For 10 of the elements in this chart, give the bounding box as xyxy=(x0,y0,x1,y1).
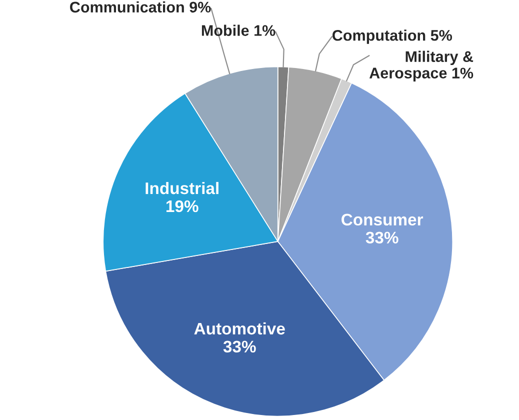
slice-label: Industrial xyxy=(146,182,218,194)
slice-label: Communication 9% xyxy=(70,1,211,13)
slice-label: Automotive xyxy=(194,322,285,335)
slice-label: Mobile 1% xyxy=(202,24,276,36)
slice-label: Computation 5% xyxy=(332,30,452,44)
slice-label: Consumer xyxy=(342,214,424,226)
slice-label: Military & Aerospace 1% xyxy=(369,50,474,82)
data-label: 19% xyxy=(166,200,198,212)
data-label: 33% xyxy=(223,340,256,353)
data-label: 33% xyxy=(366,232,398,244)
